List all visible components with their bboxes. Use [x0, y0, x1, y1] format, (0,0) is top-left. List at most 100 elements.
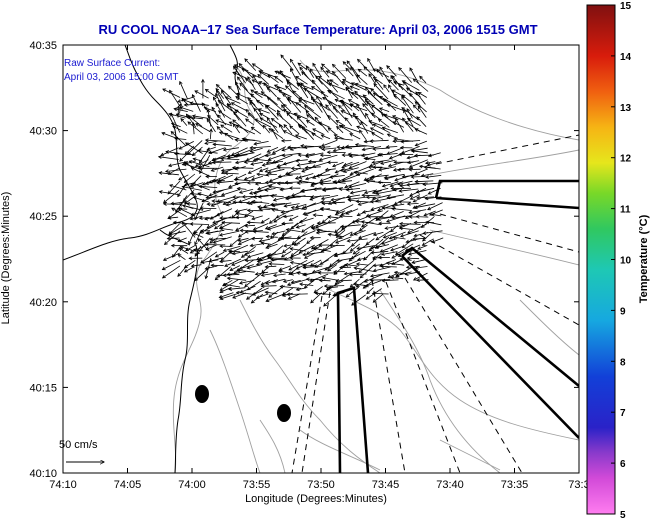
current-vector-head	[197, 192, 202, 196]
current-vector	[298, 173, 314, 179]
current-vector-head	[319, 153, 324, 158]
current-vector-head	[176, 105, 181, 110]
current-vector	[387, 147, 404, 155]
current-vector	[303, 201, 323, 209]
current-vector-head	[238, 62, 243, 67]
current-vector-head	[244, 258, 249, 263]
x-tick-label: 73:50	[307, 479, 335, 491]
current-vector	[336, 257, 353, 262]
current-vector	[364, 157, 376, 160]
current-vector	[312, 128, 324, 135]
current-vector-head	[303, 88, 308, 92]
current-vector	[245, 118, 254, 126]
current-vector	[283, 130, 301, 140]
current-vector	[398, 250, 413, 257]
current-vector-head	[258, 81, 263, 85]
current-vector-head	[404, 272, 409, 276]
current-vector	[379, 66, 391, 84]
current-vector-head	[333, 134, 338, 138]
current-vector-head	[181, 221, 186, 226]
current-vector	[219, 292, 234, 298]
current-vector-head	[305, 154, 310, 158]
current-vector	[269, 263, 285, 265]
current-vector-head	[167, 163, 173, 168]
current-vector	[194, 245, 202, 257]
current-vector	[247, 264, 263, 269]
current-vector-head	[344, 184, 349, 189]
current-vector-head	[264, 169, 269, 173]
current-vector	[250, 146, 271, 149]
current-vector-head	[183, 268, 188, 273]
current-vector	[234, 181, 248, 185]
current-vector-head	[380, 252, 385, 256]
current-vector	[255, 158, 271, 162]
current-vector-head	[303, 205, 308, 209]
current-vector	[345, 68, 354, 77]
current-vector-head	[282, 130, 287, 134]
current-vector-head	[228, 184, 233, 189]
current-vector	[290, 248, 307, 252]
current-vector	[265, 265, 277, 268]
current-vector	[401, 146, 420, 154]
current-vector-head	[397, 181, 402, 186]
current-vector-head	[283, 123, 288, 128]
current-vector-head	[391, 203, 396, 208]
current-vector-head	[248, 201, 253, 206]
current-vector-head	[381, 113, 385, 117]
current-vector	[287, 146, 307, 149]
current-vector	[368, 73, 376, 85]
current-vector	[256, 293, 269, 299]
current-vector-head	[212, 240, 217, 244]
current-vector	[191, 209, 212, 216]
current-vector-head	[414, 128, 419, 132]
current-vector-head	[362, 94, 367, 99]
current-vector	[286, 229, 301, 232]
current-vector-head	[296, 163, 301, 167]
current-vector-head	[312, 187, 317, 192]
current-vector	[354, 283, 368, 287]
current-vector	[350, 103, 360, 112]
current-vector-head	[410, 149, 415, 154]
current-vector	[219, 222, 233, 229]
current-vector-head	[385, 261, 390, 266]
current-vector-head	[378, 152, 383, 157]
current-vector-head	[243, 176, 248, 181]
current-vector	[328, 233, 344, 238]
current-vector-head	[415, 189, 420, 194]
current-vector-head	[215, 93, 219, 98]
current-vector	[163, 252, 180, 261]
current-vector-head	[286, 292, 291, 297]
current-vector-head	[400, 233, 404, 238]
current-vector-head	[204, 266, 209, 271]
current-vector-head	[361, 147, 366, 152]
current-vector-head	[247, 170, 252, 174]
current-vector	[362, 103, 376, 119]
current-vector-head	[267, 74, 272, 79]
current-vector	[334, 252, 353, 256]
current-vector-head	[334, 136, 339, 141]
current-vector	[386, 65, 397, 77]
current-vector	[215, 103, 226, 118]
current-vector	[295, 203, 307, 208]
current-vector	[253, 194, 269, 198]
current-vector-head	[266, 86, 271, 90]
current-vector-head	[264, 290, 269, 295]
current-vector	[171, 207, 188, 218]
current-vector	[322, 187, 344, 191]
current-vector-head	[190, 263, 195, 268]
x-tick-label: 73:35	[501, 479, 529, 491]
current-vector	[209, 175, 226, 184]
current-vector-head	[374, 216, 379, 220]
current-vector	[190, 215, 203, 220]
current-vector	[409, 209, 427, 214]
current-vector	[321, 139, 338, 147]
current-vector-head	[355, 262, 360, 267]
current-vector-head	[219, 289, 224, 294]
current-vector	[325, 104, 339, 119]
current-vector-head	[268, 184, 273, 189]
current-vector	[216, 196, 233, 203]
colorbar-tick-label: 13	[620, 103, 632, 114]
current-vector-head	[333, 292, 338, 297]
current-vector	[274, 84, 287, 91]
current-vector-head	[246, 254, 251, 259]
